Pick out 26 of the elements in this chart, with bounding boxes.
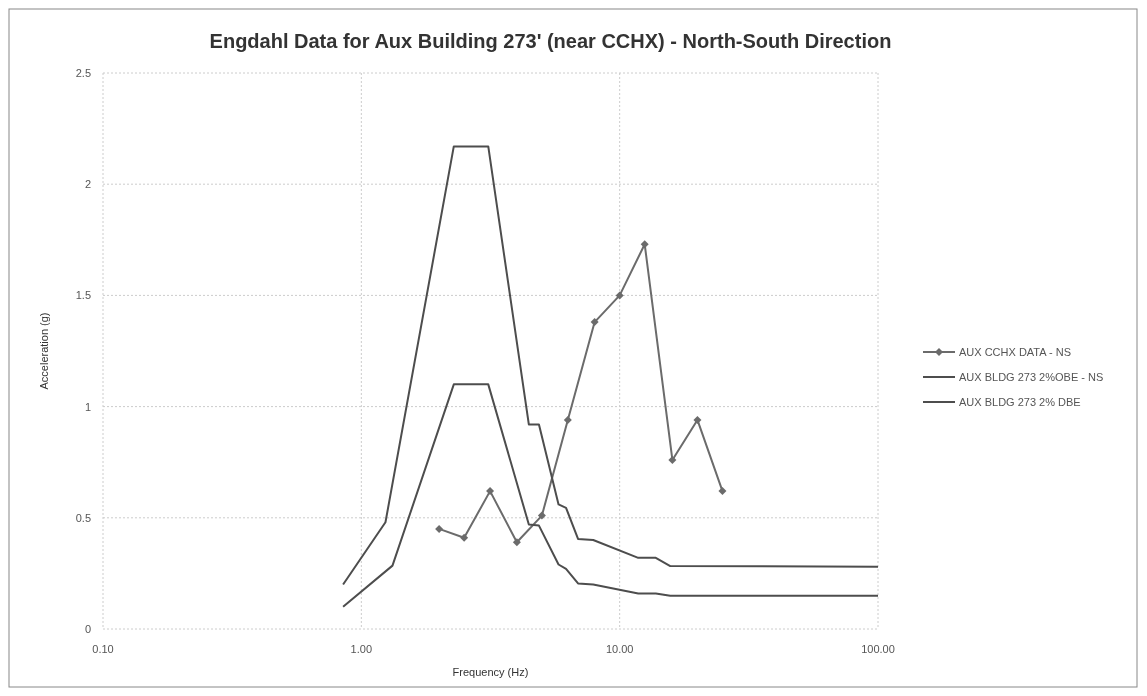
legend-label: AUX BLDG 273 2% DBE [959, 396, 1081, 408]
legend-label: AUX BLDG 273 2%OBE - NS [959, 371, 1104, 383]
point [512, 538, 521, 547]
point [435, 524, 444, 533]
point [537, 511, 546, 520]
point [590, 318, 599, 327]
point [486, 487, 495, 496]
y-tick-label: 0 [84, 623, 91, 635]
x-tick-label: 0.10 [92, 643, 114, 655]
x-tick-label: 100.00 [861, 643, 895, 655]
point [563, 415, 572, 424]
y-tick-label: 1 [84, 400, 91, 413]
y-tick-label: 1.5 [75, 289, 91, 302]
y-axis-title: Acceleration (g) [38, 312, 50, 390]
y-tick-label: 2.5 [75, 67, 91, 79]
y-tick-label: 0.5 [75, 511, 91, 524]
point [693, 415, 702, 424]
chart-title: Engdahl Data for Aux Building 273' (near CCHX) - North-South Direction [209, 30, 892, 52]
x-tick-label: 10.00 [605, 643, 634, 655]
x-tick-label: 1.00 [350, 643, 373, 655]
point [615, 291, 624, 300]
point [718, 487, 727, 496]
legend-label: AUX CCHX DATA - NS [959, 346, 1072, 358]
y-tick-label: 2 [84, 178, 91, 191]
point [460, 533, 469, 542]
x-axis-title: Frequency (Hz) [452, 666, 529, 678]
